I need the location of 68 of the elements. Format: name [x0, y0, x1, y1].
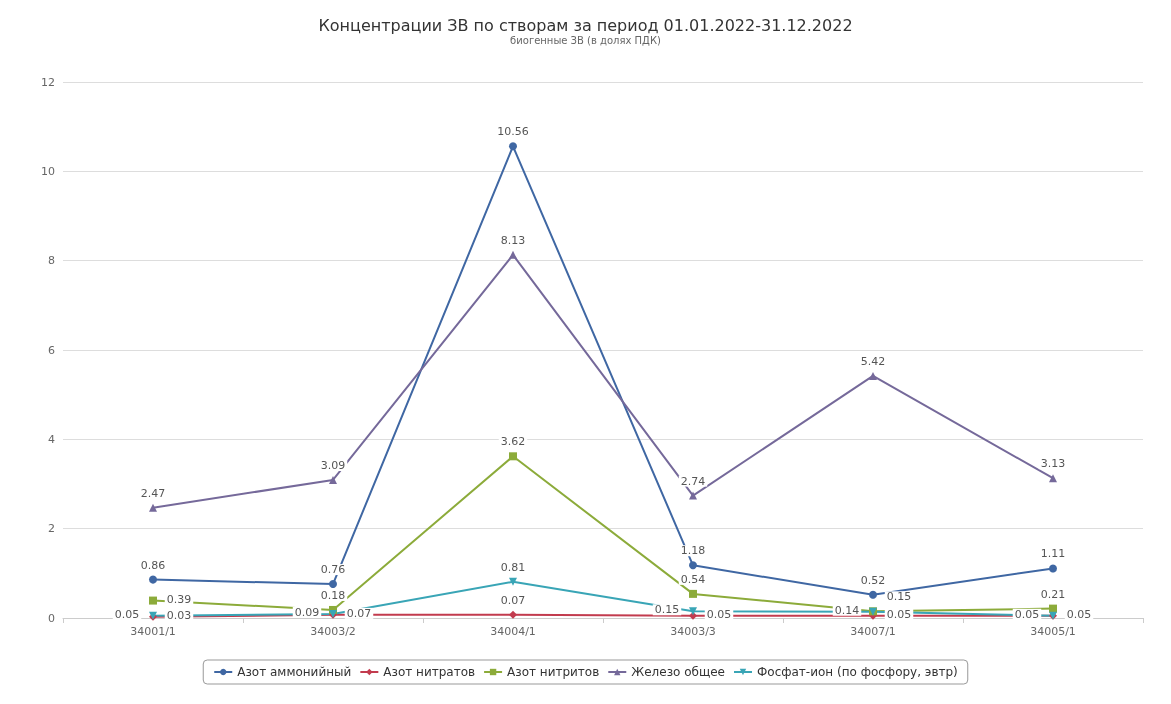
- y-tick-label: 4: [48, 432, 55, 446]
- data-label: 0.52: [860, 573, 886, 587]
- point: [1049, 474, 1057, 483]
- y-tick-label: 12: [41, 75, 55, 89]
- point: [509, 452, 517, 461]
- point: [689, 491, 697, 500]
- x-tick-label: 34005/1: [1030, 625, 1076, 638]
- point: [869, 371, 877, 380]
- data-label: 0.86: [140, 558, 166, 572]
- data-label: 3.13: [1040, 457, 1066, 471]
- data-label: 0.14: [834, 603, 860, 617]
- data-label: 0.39: [166, 592, 192, 606]
- legend-label: Железо общее: [631, 665, 725, 679]
- y-tick-label: 6: [48, 343, 55, 357]
- data-label: 0.76: [320, 563, 346, 577]
- data-label: 0.05: [114, 607, 140, 621]
- point: [689, 607, 697, 616]
- data-label: 5.42: [860, 354, 886, 368]
- data-label: 2.47: [140, 486, 166, 500]
- data-label: 0.15: [886, 590, 912, 604]
- data-label: 3.62: [500, 435, 526, 449]
- data-label: 0.05: [706, 607, 732, 621]
- x-tick-label: 34003/2: [310, 625, 356, 638]
- data-label: 0.07: [346, 606, 372, 620]
- data-label: 0.54: [680, 572, 706, 586]
- chart-title: Концентрации ЗВ по створам за период 01.01.2022-31.12.2022: [318, 15, 853, 35]
- legend-label: Фосфат-ион (по фосфору, эвтр): [756, 665, 958, 679]
- data-label: 0.81: [500, 560, 526, 574]
- data-label: 2.74: [680, 474, 706, 488]
- data-label: 10.56: [497, 125, 529, 139]
- legend-label: Азот нитратов: [383, 665, 476, 679]
- y-tick-label: 10: [41, 164, 55, 178]
- point: [689, 561, 697, 570]
- point: [509, 610, 517, 619]
- point: [329, 475, 337, 484]
- point: [509, 250, 517, 259]
- data-label: 0.07: [500, 593, 526, 607]
- point: [149, 575, 157, 584]
- point: [689, 589, 697, 598]
- data-label: 0.18: [320, 588, 346, 602]
- point: [869, 590, 877, 599]
- point: [509, 577, 517, 586]
- chart-subtitle: биогенные ЗВ (в долях ПДК): [510, 34, 661, 46]
- y-tick-label: 8: [48, 254, 55, 268]
- data-label: 0.05: [1014, 607, 1040, 621]
- data-label: 3.09: [320, 458, 346, 472]
- data-label: 8.13: [500, 233, 526, 247]
- point: [149, 596, 157, 605]
- data-label: 0.21: [1040, 587, 1066, 601]
- x-tick-label: 34004/1: [490, 625, 536, 638]
- data-label: 0.03: [166, 608, 192, 622]
- y-tick-label: 2: [48, 522, 55, 536]
- data-label: 0.09: [294, 605, 320, 619]
- x-tick-label: 34007/1: [850, 625, 896, 638]
- x-tick-label: 34003/3: [670, 625, 716, 638]
- data-label: 1.11: [1040, 547, 1066, 561]
- data-label: 1.18: [680, 544, 706, 558]
- point: [149, 503, 157, 512]
- legend-label: Азот аммонийный: [237, 665, 352, 679]
- legend-label: Азот нитритов: [507, 665, 600, 679]
- data-label: 0.05: [1066, 607, 1092, 621]
- y-tick-label: 0: [48, 611, 55, 625]
- point: [1049, 564, 1057, 573]
- data-label: 0.05: [886, 607, 912, 621]
- point: [509, 142, 517, 151]
- x-tick-label: 34001/1: [130, 625, 176, 638]
- data-label: 0.15: [654, 603, 680, 617]
- point: [329, 580, 337, 589]
